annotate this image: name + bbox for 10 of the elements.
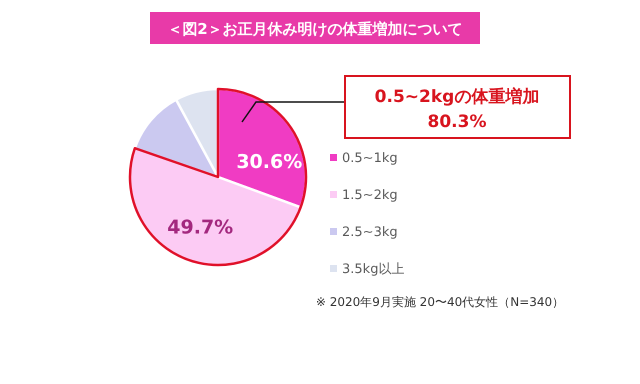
data-label: 49.7%: [167, 216, 234, 239]
legend-label: 2.5~3kg: [342, 225, 398, 240]
legend-label: 0.5~1kg: [342, 151, 398, 166]
data-label: 30.6%: [236, 150, 302, 173]
text: 80.3%: [428, 112, 486, 132]
chart-title: ＜図2＞お正月休み明けの体重増加について: [167, 20, 463, 38]
text: 0.5~2kgの体重増加: [374, 86, 540, 107]
legend-label: 3.5kg以上: [342, 262, 404, 277]
legend-label: 1.5~2kg: [342, 188, 398, 203]
text: ※ 2020年9月実施 20〜40代女性（N=340）: [316, 295, 564, 309]
